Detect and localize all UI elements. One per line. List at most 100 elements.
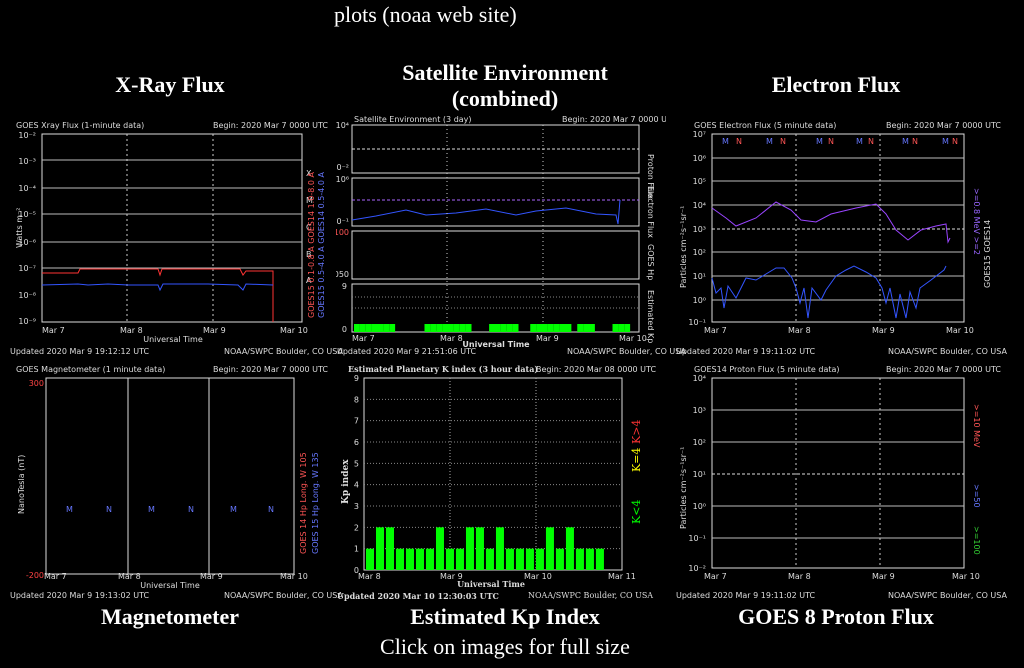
proton-ylabel: Particles cm⁻²s⁻¹sr⁻¹: [679, 447, 688, 529]
electron-ytick: 10⁵: [693, 177, 706, 186]
kp-bar: [366, 548, 374, 570]
magnetometer-plot[interactable]: GOES Magnetometer (1 minute data) Begin:…: [8, 364, 338, 594]
magnetometer-xlabel: Universal Time: [140, 581, 200, 590]
page-top-text: plots (noaa web site): [334, 2, 517, 27]
kp-bars: [366, 527, 604, 570]
kp-updated: Updated 2020 Mar 10 12:30:03 UTC: [337, 591, 499, 601]
proton-xtick: Mar 9: [872, 572, 895, 581]
electron-legend-top: >=0.8 MeV >=2: [972, 188, 981, 255]
kp-ytick: 5: [354, 459, 359, 468]
kp-ytick: 7: [354, 417, 359, 426]
magnetometer-plot-link[interactable]: GOES Magnetometer (1 minute data) Begin:…: [8, 364, 338, 604]
proton-xtick: Mar 10: [952, 572, 980, 581]
electron-ytick: 10⁷: [693, 130, 706, 139]
electron-updated: Updated 2020 Mar 9 19:11:02 UTC: [676, 347, 816, 356]
kp-plot[interactable]: Estimated Planetary K index (3 hour data…: [336, 364, 666, 594]
xray-ytick: 10⁻⁷: [18, 264, 36, 273]
magnetometer-xtick: Mar 8: [118, 572, 141, 581]
satenv-xtick: Mar 10: [619, 334, 647, 343]
satenv-ytick: 0: [342, 325, 347, 334]
xray-ytick: 10⁻²: [18, 131, 36, 140]
proton-ytick: 10⁻¹: [688, 534, 706, 543]
electron-xtick: Mar 7: [704, 326, 727, 335]
magnetometer-xtick: Mar 9: [200, 572, 223, 581]
electron-series-low: [711, 265, 947, 319]
satenv-plot-link[interactable]: Satellite Environment (3 day) Begin: 202…: [336, 112, 666, 352]
satenv-ytick: 9: [342, 282, 347, 291]
kp-xtick: Mar 8: [358, 572, 381, 581]
satenv-kp-bars: [354, 324, 631, 332]
xray-title: GOES Xray Flux (1-minute data): [16, 121, 144, 130]
electron-top-mark: N: [828, 137, 834, 146]
kp-title: Estimated Planetary K index (3 hour data…: [348, 364, 538, 374]
satenv-plot[interactable]: Satellite Environment (3 day) Begin: 202…: [336, 112, 666, 352]
satenv-begin: Begin: 2020 Mar 7 0000 UTC: [562, 115, 666, 124]
kp-bar: [445, 548, 454, 570]
magnetometer-mark: N: [268, 505, 274, 514]
xray-legend-red: GOES15 0.1-0.8 A GOES14 1.0-8.0 A: [307, 172, 316, 318]
xray-frame: [41, 133, 303, 323]
heading-proton: GOES 8 Proton Flux: [738, 604, 934, 629]
xray-xlabel: Universal Time: [143, 335, 203, 344]
satenv-xtick: Mar 9: [536, 334, 559, 343]
xray-updated: Updated 2020 Mar 9 19:12:12 UTC: [10, 347, 150, 356]
satenv-kp-bar: [442, 324, 448, 332]
electron-ytick: 10⁴: [693, 201, 706, 210]
electron-ylabel: Particles cm⁻²s⁻¹sr⁻¹: [679, 206, 688, 288]
kp-gridlines: [364, 398, 622, 550]
kp-bar: [565, 527, 574, 570]
xray-plot[interactable]: GOES Xray Flux (1-minute data) Begin: 20…: [8, 118, 338, 358]
proton-ytick: 10²: [693, 438, 706, 447]
satenv-kp-bar: [547, 324, 554, 332]
kp-frame: [363, 377, 623, 571]
kp-plot-link[interactable]: Estimated Planetary K index (3 hour data…: [336, 364, 666, 604]
kp-bar: [405, 548, 414, 570]
magnetometer-updated: Updated 2020 Mar 9 19:13:02 UTC: [10, 591, 150, 600]
proton-ytick: 10⁴: [693, 374, 706, 383]
proton-plot[interactable]: GOES14 Proton Flux (5 minute data) Begin…: [676, 364, 1006, 594]
magnetometer-ybottom: -200: [26, 571, 44, 580]
heading-satenv-line2: (combined): [451, 86, 559, 111]
proton-title: GOES14 Proton Flux (5 minute data): [694, 365, 840, 374]
magnetometer-credit: NOAA/SWPC Boulder, CO USA: [224, 591, 343, 600]
proton-legend-100: >=100: [972, 526, 981, 555]
electron-plot[interactable]: GOES Electron Flux (5 minute data) Begin…: [676, 118, 1006, 358]
xray-class-letter: B: [306, 250, 312, 259]
satenv-kp-bar: [553, 324, 560, 332]
kp-ytick: 1: [354, 545, 359, 554]
electron-ytick: 10⁶: [693, 154, 706, 163]
satenv-kp-bar: [377, 324, 384, 332]
satenv-ytick: 10⁻²: [336, 163, 349, 172]
satenv-kp-bar: [624, 324, 631, 332]
kp-xtick: Mar 10: [524, 572, 552, 581]
electron-xtick: Mar 8: [788, 326, 811, 335]
page-bottom-text: Click on images for full size: [380, 634, 630, 659]
xray-ylabel: Watts m⁻²: [15, 207, 24, 248]
electron-ytick: 10¹: [693, 272, 706, 281]
kp-ytick: 3: [354, 502, 359, 511]
satenv-panel-proton: [351, 124, 640, 174]
kp-bar: [465, 527, 474, 570]
xray-ytick: 10⁻⁶: [18, 238, 36, 247]
satenv-kp-bar: [383, 324, 390, 332]
heading-magnetometer: Magnetometer: [100, 604, 240, 629]
kp-ytick: 4: [354, 481, 359, 490]
electron-plot-link[interactable]: GOES Electron Flux (5 minute data) Begin…: [676, 118, 1006, 358]
electron-ytick: 10²: [693, 248, 706, 257]
satenv-kp-bar: [448, 324, 454, 332]
heading-satenv-line1: Satellite Environment: [402, 60, 608, 85]
proton-xtick: Mar 7: [704, 572, 727, 581]
satenv-kp-bar: [506, 324, 513, 332]
magnetometer-xtick: Mar 7: [44, 572, 67, 581]
electron-xtick: Mar 9: [872, 326, 895, 335]
magnetometer-legend-red: GOES 14 Hp Long. W 105: [299, 452, 308, 554]
xray-plot-link[interactable]: GOES Xray Flux (1-minute data) Begin: 20…: [8, 118, 338, 358]
kp-bar: [435, 527, 444, 570]
xray-ytick: 10⁻⁸: [18, 291, 36, 300]
magnetometer-frame: [45, 377, 295, 575]
electron-top-mark: M: [902, 137, 909, 146]
proton-plot-link[interactable]: GOES14 Proton Flux (5 minute data) Begin…: [676, 364, 1006, 604]
satenv-panel-label: Electron Flux: [646, 186, 655, 238]
proton-credit: NOAA/SWPC Boulder, CO USA: [888, 591, 1007, 600]
